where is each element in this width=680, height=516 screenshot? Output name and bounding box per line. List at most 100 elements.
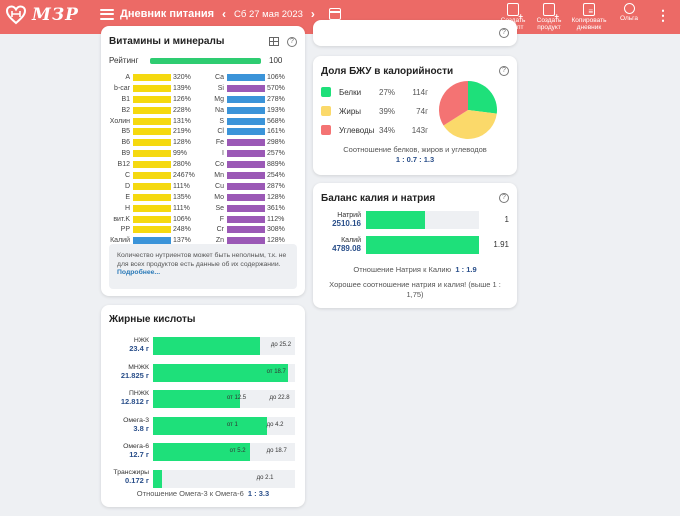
fatty-acid-name: НЖК <box>133 337 149 344</box>
kna-ratio-number: 1.91 <box>493 240 509 249</box>
user-menu-button[interactable]: Ольга <box>614 3 644 22</box>
potassium-sodium-card: Баланс калия и натрия ? Натрий 2510.16 1 Ка… <box>313 183 517 308</box>
vitamin-percent: 128% <box>267 237 285 245</box>
vitamin-name: H <box>124 204 130 212</box>
vitamin-row: D 111% <box>103 181 191 192</box>
vitamin-bar <box>133 150 171 158</box>
vitamin-name: C <box>124 171 130 179</box>
vitamin-row: Mo 128% <box>197 192 285 203</box>
vitamin-name: Mo <box>214 193 224 201</box>
vitamin-percent: 128% <box>173 139 191 147</box>
scrolled-card: ? <box>313 20 517 46</box>
kna-ratio-number: 1 <box>504 215 509 224</box>
vitamin-percent: 320% <box>173 73 191 81</box>
bzu-name: Жиры <box>339 106 362 116</box>
fatty-acid-name: Трансжиры <box>113 468 149 476</box>
vitamin-percent: 193% <box>267 106 285 114</box>
vitamin-bar <box>133 215 171 223</box>
kna-row: Калий 4789.08 1.91 <box>321 236 511 254</box>
help-icon[interactable]: ? <box>287 37 297 47</box>
fatty-acid-norm-mark: до 25.2 <box>270 342 292 348</box>
vitamin-bar <box>133 161 171 169</box>
vitamin-name: Холин <box>109 117 130 125</box>
vitamin-percent: 361% <box>267 204 285 212</box>
vitamin-bar <box>227 171 265 179</box>
fatty-acid-label: Омега-3 3.8 г <box>101 417 149 433</box>
vitamin-name: S <box>219 117 224 125</box>
bzu-swatch <box>321 87 331 97</box>
vitamin-percent: 278% <box>267 95 285 103</box>
kna-label: Калий 4789.08 <box>321 237 361 253</box>
nutrients-note: Количество нутриентов может быть неполны… <box>109 244 297 289</box>
vitamin-bar <box>133 95 171 103</box>
logo[interactable]: МЗР <box>6 5 79 25</box>
date-navigation: ‹ Сб 27 мая 2023 › <box>222 8 341 20</box>
vitamin-bar <box>133 117 171 125</box>
fatty-acid-track: от 18.7 <box>153 363 295 382</box>
logo-text: МЗР <box>32 5 79 25</box>
fatty-acid-norm-mark: до 18.7 <box>266 448 287 454</box>
vitamin-name: вит.K <box>113 215 130 223</box>
vitamins-card: Витамины и минералы ? Рейтинг 100 A 320% b… <box>101 26 305 296</box>
vitamin-percent: 308% <box>267 226 285 234</box>
vitamin-name: Калий <box>110 237 130 245</box>
chevron-left-icon[interactable]: ‹ <box>222 7 226 21</box>
copy-diary-button[interactable]: Копировать дневник <box>570 3 608 31</box>
vitamin-percent: 139% <box>173 84 191 92</box>
vitamins-left-column: A 320% b-car 139% B1 126% B2 228% Холин 131% B5 219… <box>103 72 195 246</box>
fatty-acid-value: 0.172 г <box>125 475 149 485</box>
fatty-acid-row: НЖК 23.4 г до 25.2 <box>101 335 301 361</box>
vitamin-bar <box>133 106 171 114</box>
create-recipe-icon <box>507 3 523 20</box>
fatty-acid-fill <box>153 363 288 382</box>
main-menu-button[interactable]: Дневник питания <box>100 8 214 20</box>
vitamin-name: Cr <box>216 226 224 234</box>
bzu-grams: 143г <box>411 125 428 135</box>
create-product-button[interactable]: Создать продукт <box>534 3 564 31</box>
bzu-ratio-label: Соотношение белков, жиров и углеводов <box>343 145 487 154</box>
more-vert-icon[interactable]: ⋮ <box>656 7 670 23</box>
vitamin-name: F <box>219 215 224 223</box>
rating-label: Рейтинг <box>109 56 139 65</box>
fatty-acid-name: МНЖК <box>128 363 149 371</box>
fatty-acid-row: Трансжиры 0.172 г до 2.1 <box>101 468 301 494</box>
vitamin-name: Se <box>215 204 224 212</box>
user-icon <box>623 3 635 14</box>
fatty-acid-fill <box>153 469 162 488</box>
vitamin-row: b-car 139% <box>103 83 191 94</box>
vitamin-name: B2 <box>121 106 130 114</box>
vitamin-row: вит.K 106% <box>103 214 191 225</box>
fatty-acid-row: Омега-6 12.7 г от 5.2 до 18.7 <box>101 441 301 467</box>
table-view-icon[interactable] <box>269 37 279 46</box>
vitamin-percent: 568% <box>267 117 285 125</box>
vitamin-name: PP <box>120 226 130 234</box>
fatty-acid-label: Трансжиры 0.172 г <box>101 469 149 485</box>
calendar-icon[interactable] <box>328 8 341 20</box>
vitamin-row: Cl 161% <box>197 126 285 137</box>
fatty-acid-norm-mark: от 18.7 <box>266 368 286 375</box>
pie-slice <box>439 81 468 126</box>
help-icon[interactable]: ? <box>499 28 509 38</box>
vitamin-bar <box>227 73 265 81</box>
rating-bar <box>150 58 261 64</box>
note-more-link[interactable]: Подробнее... <box>117 269 161 276</box>
fatty-acid-label: Омега-6 12.7 г <box>101 443 149 459</box>
bzu-swatch <box>321 106 331 116</box>
fatty-acids-card: Жирные кислоты НЖК 23.4 г до 25.2 МНЖК 21.82… <box>101 305 305 507</box>
kna-fill <box>366 236 479 254</box>
vitamins-title: Витамины и минералы <box>109 36 225 47</box>
vitamin-percent: 106% <box>267 73 285 81</box>
bzu-card: Доля БЖУ в калорийности ? Белки 27% 114г Жи… <box>313 56 517 175</box>
fatty-acid-norm-mark: до 2.1 <box>256 474 274 481</box>
heart-logo-icon <box>6 5 26 25</box>
help-icon[interactable]: ? <box>499 66 509 76</box>
current-date[interactable]: Сб 27 мая 2023 <box>234 8 303 20</box>
vitamin-name: B1 <box>121 95 130 103</box>
vitamin-name: B12 <box>117 161 130 169</box>
fatty-acid-label: ПНЖК 12.812 г <box>101 390 149 406</box>
chevron-right-icon[interactable]: › <box>310 7 315 21</box>
vitamin-bar <box>227 226 265 234</box>
help-icon[interactable]: ? <box>499 193 509 203</box>
vitamin-name: Zn <box>215 237 224 245</box>
vitamin-row: Mn 254% <box>197 170 285 181</box>
